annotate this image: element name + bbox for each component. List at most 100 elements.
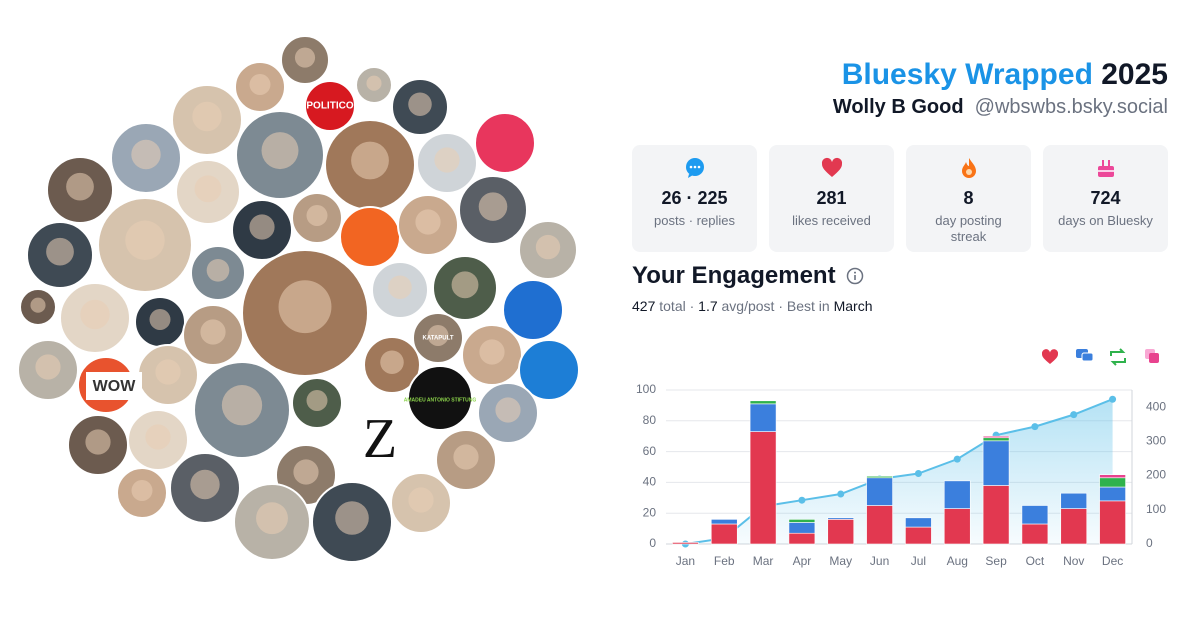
stat-label: day posting streak bbox=[935, 213, 1002, 244]
line-point bbox=[914, 470, 922, 478]
bar-segment bbox=[827, 517, 855, 520]
avatar-face bbox=[261, 132, 299, 170]
bar-segment bbox=[943, 508, 971, 545]
legend-reposts[interactable] bbox=[1110, 348, 1126, 366]
y2-tick-label: 300 bbox=[1146, 434, 1166, 448]
stat-card: 26 · 225 posts · replies bbox=[632, 145, 757, 252]
info-icon[interactable] bbox=[846, 267, 864, 285]
avatar bbox=[518, 339, 580, 401]
avatar-face bbox=[256, 502, 288, 535]
bar-segment bbox=[1099, 486, 1126, 502]
x-tick-label: Aug bbox=[947, 554, 968, 568]
line-point bbox=[720, 534, 728, 542]
bar-segment bbox=[866, 475, 893, 479]
line-point bbox=[992, 431, 1000, 439]
stat-card: 8 day posting streak bbox=[906, 145, 1031, 252]
bar-segment bbox=[1021, 523, 1049, 545]
legend bbox=[1041, 348, 1159, 366]
line-point bbox=[837, 490, 845, 498]
avatar-label: KATAPULT bbox=[423, 336, 454, 342]
y-tick-label: 20 bbox=[643, 505, 657, 519]
avatar-face bbox=[478, 192, 508, 221]
x-tick-label: Mar bbox=[753, 554, 774, 568]
bar-segment bbox=[1060, 492, 1088, 509]
x-tick-label: Sep bbox=[985, 554, 1007, 568]
stat-value: 26 · 225 bbox=[661, 188, 728, 208]
avatar-face bbox=[451, 271, 479, 299]
chat-icon bbox=[685, 158, 704, 178]
avatar-face bbox=[366, 75, 382, 91]
avatar-label: AMADEU ANTONIO STIFTUNG bbox=[404, 397, 477, 403]
bar-segment bbox=[1060, 508, 1088, 545]
summary-part: avg/post · Best in bbox=[717, 298, 834, 314]
avatar-face bbox=[415, 209, 441, 235]
avatar-face bbox=[427, 325, 449, 346]
avatar-face bbox=[495, 397, 521, 423]
stat-card: 281 likes received bbox=[769, 145, 894, 252]
summary-part: 1.7 bbox=[698, 298, 718, 314]
avatar-face bbox=[249, 74, 271, 95]
bar-segment bbox=[1099, 474, 1126, 479]
avatar-face bbox=[453, 444, 479, 470]
bar-segment bbox=[866, 477, 893, 506]
summary-part: 427 bbox=[632, 298, 656, 314]
avatar-face bbox=[192, 101, 222, 132]
bar-segment bbox=[943, 480, 971, 509]
avatar-face bbox=[479, 339, 505, 365]
avatar-face bbox=[434, 147, 460, 173]
bar-segment bbox=[982, 485, 1010, 545]
y-tick-label: 80 bbox=[643, 413, 657, 427]
stat-label: posts · replies bbox=[654, 213, 735, 228]
bar-segment bbox=[749, 403, 777, 432]
legend-replies[interactable] bbox=[1076, 349, 1094, 362]
avatar-face bbox=[149, 309, 171, 330]
user: Wolly B Good @wbswbs.bsky.social bbox=[833, 96, 1168, 119]
avatar-face bbox=[85, 429, 111, 455]
avatar bbox=[474, 112, 536, 174]
avatar-face bbox=[206, 258, 230, 282]
bar-segment bbox=[866, 505, 893, 545]
stats: 26 · 225 posts · replies 281 likes recei… bbox=[632, 145, 1168, 252]
stat-label: days on Bluesky bbox=[1058, 213, 1153, 228]
avatar-face bbox=[35, 354, 61, 380]
bar-segment bbox=[827, 519, 855, 545]
x-tick-label: Feb bbox=[714, 554, 735, 568]
x-tick-label: Jan bbox=[676, 554, 695, 568]
bar-segment bbox=[905, 526, 932, 545]
legend-quotes[interactable] bbox=[1145, 349, 1159, 363]
avatar-face bbox=[190, 469, 220, 500]
bar-segment bbox=[788, 532, 816, 545]
x-tick-label: Jul bbox=[911, 554, 926, 568]
avatar-label: POLITICO bbox=[306, 101, 353, 112]
avatar-label: Z bbox=[363, 408, 397, 470]
avatar-face bbox=[30, 297, 46, 313]
engagement-summary: 427 total · 1.7 avg/post · Best in March bbox=[632, 298, 872, 314]
avatar-face bbox=[66, 172, 94, 201]
avatar-collage: POLITICO WOW Z AMADEU ANTONIO STIFTUNG KATAP… bbox=[17, 35, 580, 563]
bar-segment bbox=[1021, 505, 1049, 525]
avatar-label: WOW bbox=[93, 378, 137, 395]
x-tick-label: Apr bbox=[793, 554, 812, 568]
heart-icon bbox=[821, 157, 842, 177]
summary-part: March bbox=[833, 298, 873, 314]
bar-segment bbox=[749, 400, 777, 405]
line-point bbox=[953, 455, 961, 463]
x-tick-label: Nov bbox=[1063, 554, 1084, 568]
engagement-header: Your Engagement 427 total · 1.7 avg/post… bbox=[632, 262, 872, 314]
legend-likes[interactable] bbox=[1041, 349, 1059, 364]
title-brand: Bluesky Wrapped bbox=[841, 58, 1093, 91]
user-handle[interactable]: @wbswbs.bsky.social bbox=[974, 96, 1168, 118]
bar-segment bbox=[982, 437, 1010, 442]
summary-part: total · bbox=[655, 298, 699, 314]
line-area bbox=[685, 399, 1113, 544]
avatar-face bbox=[145, 424, 171, 450]
line bbox=[685, 398, 1113, 545]
avatar-face bbox=[194, 175, 222, 203]
y2-tick-label: 400 bbox=[1146, 399, 1166, 413]
avatar-face bbox=[155, 359, 181, 385]
fire-icon bbox=[961, 158, 976, 178]
line-point bbox=[1109, 395, 1117, 403]
avatar-face bbox=[306, 390, 328, 411]
line-point bbox=[681, 540, 689, 548]
